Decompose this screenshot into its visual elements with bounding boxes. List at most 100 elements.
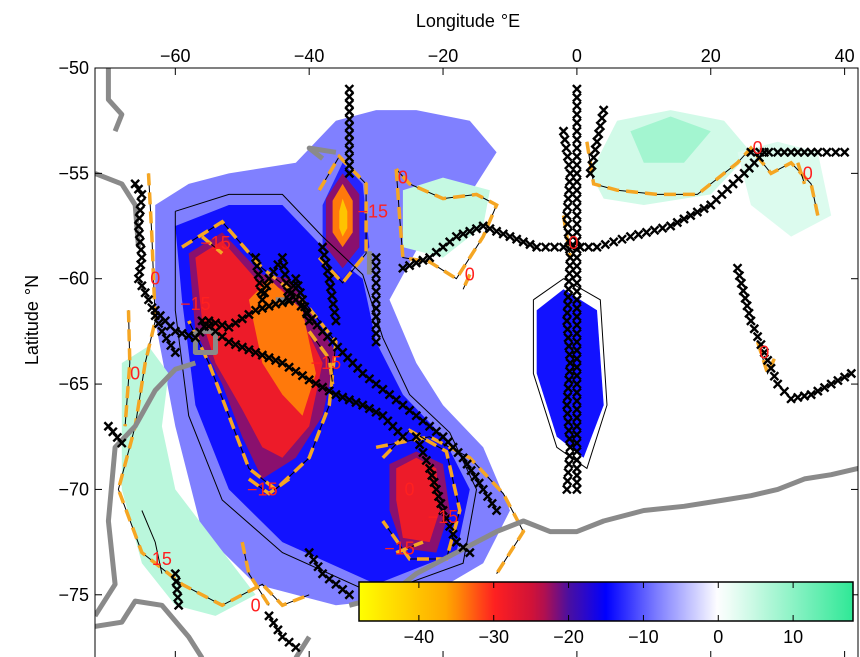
track-marker-224 xyxy=(572,151,582,162)
track-marker-283 xyxy=(564,276,574,287)
ship-track-3 xyxy=(197,316,408,442)
track-marker-83 xyxy=(470,471,481,482)
track-marker-362 xyxy=(598,105,609,115)
track-marker-257 xyxy=(572,429,582,440)
track-marker-197 xyxy=(172,592,183,603)
track-marker-300 xyxy=(563,417,574,427)
track-marker-138 xyxy=(286,287,297,298)
track-marker-227 xyxy=(572,176,582,187)
track-marker-206 xyxy=(431,484,442,495)
track-marker-174 xyxy=(324,273,335,284)
track-marker-274 xyxy=(562,202,573,212)
field-region-15 xyxy=(630,116,711,163)
track-marker-384 xyxy=(732,263,743,274)
track-marker-194 xyxy=(170,568,181,579)
track-marker-152 xyxy=(344,121,355,132)
track-marker-369 xyxy=(587,160,597,171)
track-marker-17 xyxy=(133,273,144,284)
ship-track-0 xyxy=(103,421,127,448)
track-marker-311 xyxy=(411,258,422,268)
track-marker-397 xyxy=(766,363,776,374)
contour-label-1: 0 xyxy=(130,364,140,384)
track-marker-19 xyxy=(140,287,151,298)
contour-dashed-5 xyxy=(461,273,472,291)
ship-track-8 xyxy=(304,547,355,600)
contour-dashed-2 xyxy=(375,434,526,575)
contour-dashed-11 xyxy=(200,235,224,255)
track-marker-49 xyxy=(277,297,288,308)
track-marker-246 xyxy=(572,337,582,347)
contour-line-1 xyxy=(124,310,131,427)
track-marker-103 xyxy=(290,366,301,377)
track-marker-308 xyxy=(562,484,572,495)
track-marker-293 xyxy=(565,358,576,368)
track-marker-318 xyxy=(458,229,468,239)
track-marker-12 xyxy=(135,236,146,247)
track-marker-181 xyxy=(308,554,319,565)
contour-label-12: −15 xyxy=(311,353,342,373)
track-marker-42 xyxy=(230,318,241,328)
track-marker-259 xyxy=(572,446,582,457)
track-marker-268 xyxy=(562,151,573,162)
track-marker-317 xyxy=(451,231,462,242)
track-marker-198 xyxy=(173,600,184,611)
track-marker-48 xyxy=(270,299,281,309)
field-region-13 xyxy=(402,177,490,258)
track-marker-296 xyxy=(563,383,574,394)
track-marker-106 xyxy=(311,378,321,389)
track-marker-253 xyxy=(572,396,582,406)
track-marker-86 xyxy=(482,491,493,502)
y-axis-label: Latitude°N xyxy=(22,275,42,365)
track-marker-337 xyxy=(600,239,611,250)
contour-label-11: −15 xyxy=(200,233,231,253)
track-marker-303 xyxy=(565,442,576,453)
track-marker-341 xyxy=(633,229,644,240)
y-tick-label-3: −65 xyxy=(58,374,89,394)
track-marker-245 xyxy=(572,328,582,339)
track-marker-129 xyxy=(264,273,274,284)
track-marker-201 xyxy=(418,447,428,458)
track-marker-44 xyxy=(244,309,254,320)
track-marker-88 xyxy=(491,505,502,516)
track-marker-280 xyxy=(565,252,576,263)
track-marker-25 xyxy=(161,333,172,344)
track-marker-104 xyxy=(297,370,308,381)
track-marker-294 xyxy=(564,366,575,377)
track-marker-165 xyxy=(371,303,381,314)
track-marker-96 xyxy=(244,344,254,355)
contour-dashed-3 xyxy=(240,541,271,607)
track-marker-334 xyxy=(575,242,586,252)
track-marker-167 xyxy=(371,320,381,330)
contour-label-7: 0 xyxy=(803,163,813,183)
track-marker-10 xyxy=(133,221,144,231)
track-marker-328 xyxy=(525,239,535,250)
track-marker-84 xyxy=(474,478,485,488)
track-marker-288 xyxy=(562,316,572,326)
track-marker-225 xyxy=(572,160,582,170)
contour-label-3: 0 xyxy=(251,595,261,615)
track-marker-199 xyxy=(411,431,422,442)
track-marker-211 xyxy=(444,521,455,532)
track-marker-102 xyxy=(284,362,294,373)
coastline-2 xyxy=(306,145,337,161)
contour-dashed-12 xyxy=(307,330,335,385)
track-marker-255 xyxy=(572,412,582,423)
track-marker-154 xyxy=(344,136,355,147)
ship-track-13 xyxy=(558,126,576,495)
track-marker-338 xyxy=(608,236,619,247)
contour-label-13: −15 xyxy=(247,479,278,499)
track-marker-350 xyxy=(699,203,709,214)
track-marker-330 xyxy=(540,242,551,252)
track-marker-277 xyxy=(563,227,574,238)
track-marker-367 xyxy=(590,144,601,155)
track-marker-252 xyxy=(572,387,582,398)
track-marker-45 xyxy=(250,305,261,316)
track-marker-158 xyxy=(344,168,355,179)
track-marker-229 xyxy=(572,193,582,204)
track-marker-321 xyxy=(478,221,489,231)
track-marker-373 xyxy=(763,147,774,158)
track-marker-347 xyxy=(679,214,689,224)
track-marker-244 xyxy=(572,320,582,330)
track-marker-307 xyxy=(562,476,573,486)
track-marker-322 xyxy=(485,223,495,234)
